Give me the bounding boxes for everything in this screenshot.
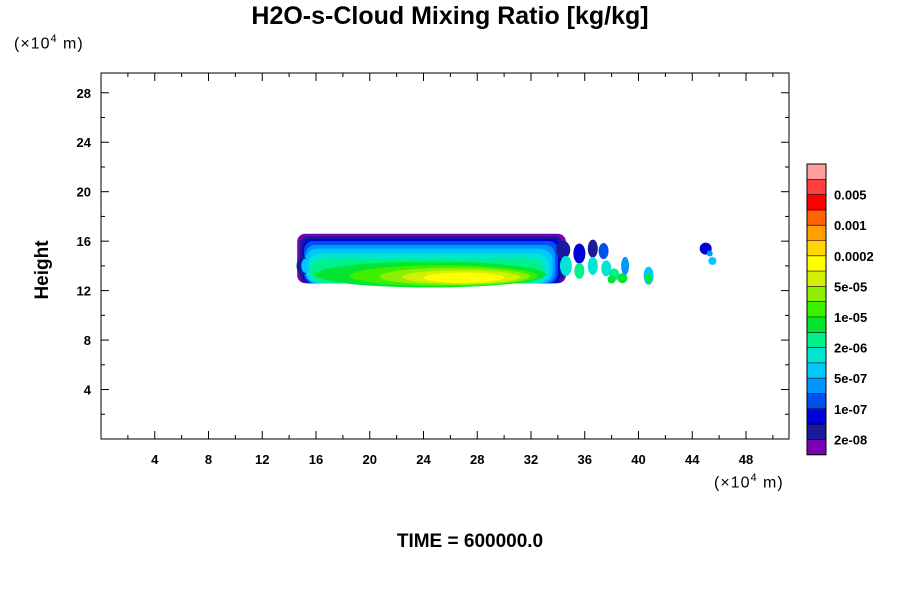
cloud-patch [708,256,717,265]
colorbar-swatch [807,286,826,303]
colorbar-swatch [807,179,826,196]
cloud-patch [706,250,713,257]
x-axis-unit: (×104 m) [714,472,784,492]
x-tick-label: 4 [151,452,159,467]
colorbar-label: 1e-05 [834,310,867,325]
cloud-tail [587,256,598,275]
colorbar-label: 2e-08 [834,432,867,447]
colorbar-label: 0.005 [834,188,867,203]
colorbar-swatch [807,393,826,410]
cloud-tail [621,256,630,275]
colorbar-swatch [807,194,826,211]
y-tick-label: 8 [84,333,91,348]
y-unit-suffix: m) [57,35,84,53]
colorbar-swatch [807,378,826,394]
x-unit-exp: 4 [750,472,758,484]
y-tick-label: 16 [77,234,91,249]
cloud-tail [598,243,609,260]
y-tick-label: 4 [84,383,92,398]
cloud-tail [607,275,616,284]
colorbar-swatch [807,240,826,257]
cloud-field [296,233,717,288]
colorbar-swatch [807,209,826,226]
colorbar-label: 5e-05 [834,279,867,294]
colorbar-swatch [807,408,826,425]
colorbar-label: 2e-06 [834,341,867,356]
colorbar-swatch [807,317,826,333]
x-unit-suffix: m) [757,474,784,492]
x-tick-label: 40 [631,452,645,467]
plot-frame [100,72,790,440]
cloud-tail [617,273,628,284]
colorbar-swatch [807,271,826,287]
x-tick-label: 48 [739,452,753,467]
colorbar-swatch [807,164,826,180]
cloud-tail [556,240,571,259]
cloud-tail [601,260,612,277]
x-tick-label: 16 [309,452,323,467]
y-tick-label: 12 [77,284,91,299]
colorbar-swatch [807,347,826,364]
x-tick-label: 8 [205,452,212,467]
x-unit-prefix: (×10 [714,474,751,492]
y-tick-label: 28 [77,86,91,101]
cloud-core [423,272,505,283]
cloud-tail [573,243,586,264]
colorbar-swatch [807,301,826,318]
cloud-edge [301,258,310,273]
colorbar-label: 1e-07 [834,402,867,417]
y-tick-label: 20 [77,185,91,200]
y-tick-label: 24 [77,135,92,150]
chart-title: H2O-s-Cloud Mixing Ratio [kg/kg] [251,2,649,30]
time-label: TIME = 600000.0 [396,531,544,552]
colorbar-swatch [807,255,826,272]
colorbar-label: 0.001 [834,218,867,233]
colorbar-label: 0.0002 [834,249,874,264]
y-axis-unit: (×104 m) [14,33,84,53]
cloud-tail [559,255,572,276]
colorbar-swatch [807,225,826,241]
colorbar-swatch [807,439,826,456]
cloud-tail [587,239,598,258]
x-tick-label: 36 [578,452,592,467]
x-tick-label: 28 [470,452,484,467]
x-tick-label: 44 [685,452,700,467]
x-tick-label: 20 [363,452,377,467]
y-unit-exp: 4 [50,33,58,45]
x-tick-label: 24 [416,452,431,467]
colorbar-swatch [807,362,826,379]
x-tick-label: 12 [255,452,269,467]
colorbar-frame [806,163,827,456]
x-tick-label: 32 [524,452,538,467]
colorbar-label: 5e-07 [834,371,867,386]
cloud-tail [574,262,585,279]
colorbar-swatch [807,424,826,440]
colorbar: 2e-08 1e-07 5e-07 2e-06 1e-05 5e-05 0.0002 0.00… [806,163,874,456]
colorbar-swatch [807,332,826,349]
y-unit-prefix: (×10 [14,35,51,53]
cloud-patch [645,273,652,284]
